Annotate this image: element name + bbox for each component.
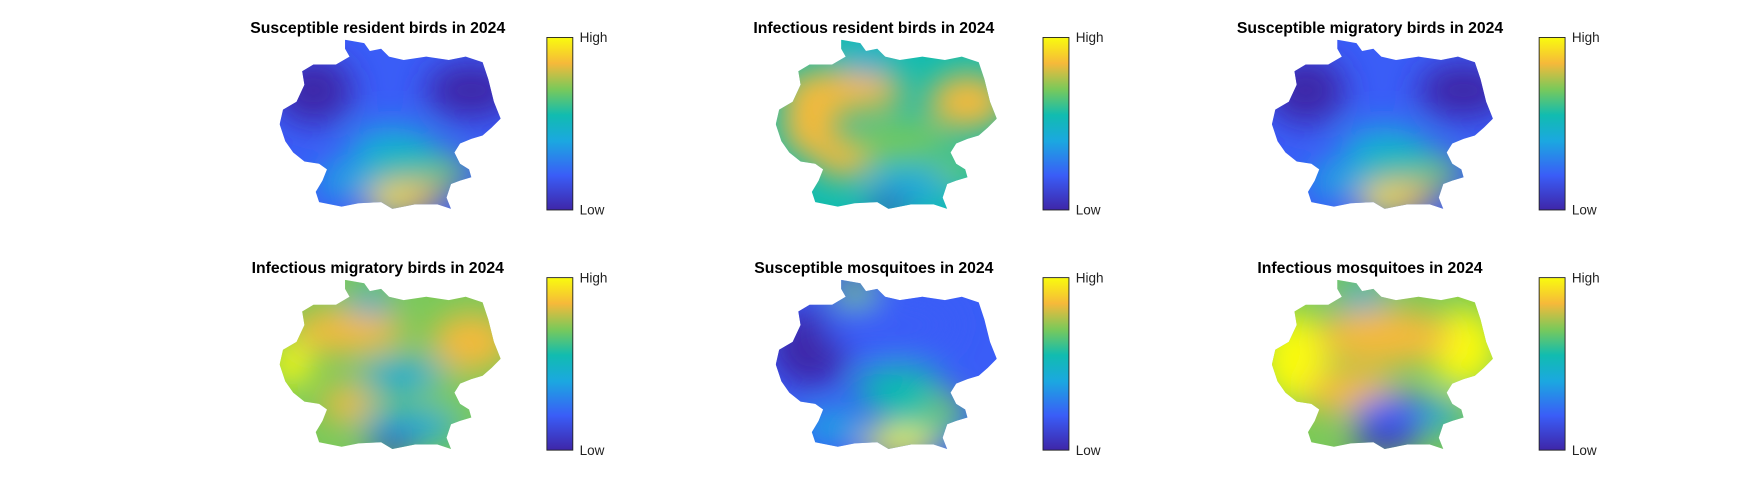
field-blob	[1350, 394, 1442, 436]
colorbar-low-label: Low	[1572, 443, 1597, 458]
colorbar	[1538, 277, 1566, 451]
field-blob	[279, 341, 312, 388]
map	[279, 279, 501, 450]
field-blob	[347, 288, 393, 316]
field-blob	[933, 155, 979, 183]
field-blob	[367, 435, 418, 450]
field-blob	[1362, 197, 1408, 209]
colorbar-high-label: High	[580, 30, 608, 45]
map-field	[775, 279, 968, 450]
colorbar-high-label: High	[1572, 270, 1600, 285]
field-blob	[279, 56, 353, 125]
colorbar	[546, 277, 574, 451]
panel-title: Infectious migratory birds in 2024	[252, 260, 505, 277]
map-clip	[775, 279, 997, 450]
field-blob	[922, 396, 968, 424]
map-clip	[1271, 39, 1493, 209]
field-blob	[860, 429, 940, 450]
map	[1271, 279, 1493, 450]
field-blob	[868, 197, 909, 209]
map	[1271, 39, 1493, 209]
colorbar-low-label: Low	[1076, 203, 1101, 218]
panel: Infectious migratory birds in 2024 High Lo…	[252, 260, 608, 458]
field-blob	[313, 163, 382, 198]
field-blob	[1305, 163, 1374, 198]
field-blob	[420, 375, 477, 410]
colorbar-low-label: Low	[1572, 203, 1597, 218]
field-blob	[1418, 163, 1464, 187]
field-blob	[1418, 62, 1493, 119]
panel-title: Susceptible migratory birds in 2024	[1237, 20, 1504, 37]
panel-title: Infectious resident birds in 2024	[753, 20, 994, 37]
colorbar-low-label: Low	[580, 203, 605, 218]
map	[775, 279, 997, 450]
colorbar-high-label: High	[1076, 30, 1104, 45]
field-blob	[369, 197, 415, 209]
field-blob	[843, 48, 889, 76]
colorbar-high-label: High	[580, 270, 608, 285]
panel-title: Susceptible mosquitoes in 2024	[754, 260, 993, 277]
panel-title: Susceptible resident birds in 2024	[250, 20, 505, 37]
map-clip	[279, 279, 501, 450]
colorbar-high-label: High	[1076, 270, 1104, 285]
colorbar-high-label: High	[1572, 30, 1600, 45]
panel-title: Infectious mosquitoes in 2024	[1257, 260, 1482, 277]
panel: Susceptible resident birds in 2024 High Lo…	[250, 20, 608, 218]
field-blob	[431, 313, 501, 371]
field-blob	[426, 62, 501, 119]
field-blob	[322, 385, 373, 422]
colorbar	[546, 37, 574, 211]
panel: Infectious mosquitoes in 2024 High Low	[1257, 260, 1600, 458]
field-blob	[1317, 308, 1453, 365]
field-blob	[290, 308, 404, 354]
field-blob	[358, 409, 461, 444]
map	[775, 39, 997, 209]
colorbar	[1042, 37, 1070, 211]
field-blob	[1350, 432, 1419, 450]
field-blob	[1271, 56, 1346, 125]
colorbar-low-label: Low	[1076, 443, 1101, 458]
field-blob	[798, 409, 866, 444]
field-blob	[927, 73, 997, 130]
map-clip	[279, 39, 501, 209]
field-blob	[781, 90, 838, 159]
panel: Susceptible migratory birds in 2024 High L…	[1237, 20, 1600, 218]
field-blob	[854, 120, 945, 162]
colorbar	[1538, 37, 1566, 211]
map	[279, 39, 501, 209]
colorbar	[1042, 277, 1070, 451]
field-blob	[820, 296, 957, 354]
panel: Infectious resident birds in 2024 High Low	[753, 20, 1104, 218]
map-clip	[1271, 279, 1493, 450]
map-field	[1271, 283, 1493, 450]
map-clip	[775, 39, 997, 209]
colorbar-low-label: Low	[580, 443, 605, 458]
field-blob	[865, 169, 957, 204]
field-blob	[1337, 283, 1387, 311]
field-blob	[832, 279, 878, 305]
field-blob	[854, 364, 945, 410]
panel: Susceptible mosquitoes in 2024 High Low	[754, 260, 1104, 458]
field-blob	[1418, 401, 1464, 429]
field-blob	[426, 163, 472, 187]
